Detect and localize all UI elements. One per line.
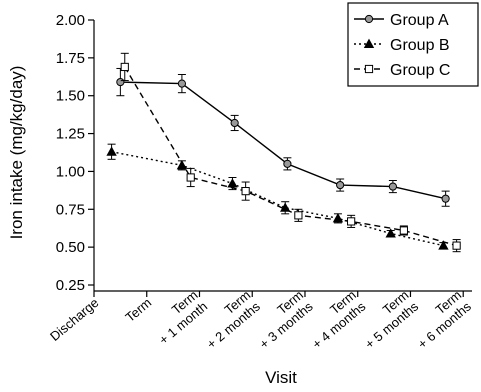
data-point — [241, 187, 250, 196]
legend-label: Group C — [390, 62, 450, 79]
data-point — [227, 178, 238, 188]
data-point — [332, 213, 344, 223]
y-tick-label: 1.75 — [56, 50, 85, 67]
data-point — [388, 182, 397, 191]
x-tick-label: Discharge — [47, 295, 101, 344]
data-point — [106, 146, 117, 156]
data-point — [186, 173, 195, 182]
x-tick-label: Term — [122, 295, 154, 325]
y-axis-title: Iron intake (mg/kg/day) — [7, 66, 26, 240]
data-point — [283, 159, 292, 168]
x-tick-label: Term+ 1 month — [146, 287, 210, 347]
x-tick-label: Term+ 6 months — [405, 287, 474, 352]
y-tick-label: 2.00 — [56, 12, 85, 29]
series-line — [111, 151, 444, 247]
x-tick-label: Term+ 2 months — [194, 287, 263, 352]
data-point — [438, 240, 449, 250]
series-line — [124, 66, 457, 247]
data-point — [280, 202, 291, 212]
y-tick-label: 1.00 — [56, 163, 85, 180]
x-tick-label: Term+ 3 months — [247, 287, 316, 352]
data-point — [176, 160, 188, 170]
data-point — [452, 241, 461, 250]
data-point — [177, 79, 187, 88]
data-point — [347, 217, 356, 226]
x-tick-label: Term+ 5 months — [352, 287, 421, 352]
y-tick-label: 0.25 — [56, 277, 85, 294]
y-tick-label: 1.50 — [56, 88, 85, 105]
y-tick-label: 0.50 — [56, 239, 85, 256]
legend-marker — [364, 14, 374, 24]
data-point — [230, 118, 239, 128]
legend-label: Group B — [390, 37, 450, 54]
data-point — [116, 77, 125, 87]
data-point — [399, 226, 408, 235]
y-tick-label: 0.75 — [56, 201, 85, 218]
x-tick-label: Term+ 4 months — [300, 287, 369, 352]
y-tick-label: 1.25 — [56, 126, 85, 143]
data-point — [336, 180, 345, 190]
legend-label: Group A — [390, 12, 449, 29]
data-point — [441, 194, 450, 203]
data-point — [120, 62, 129, 72]
legend-marker — [363, 38, 375, 48]
data-point — [385, 228, 396, 238]
data-point — [294, 211, 303, 220]
x-axis-title: Visit — [265, 368, 297, 387]
legend-marker — [364, 64, 374, 74]
